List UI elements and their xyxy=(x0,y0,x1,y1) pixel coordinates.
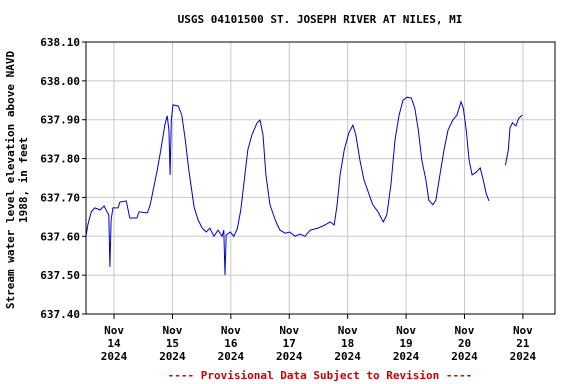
plot-frame xyxy=(85,41,556,315)
x-tick-label: Nov 14 2024 xyxy=(101,324,128,363)
y-tick-label: 637.60 xyxy=(40,230,80,243)
x-tick-label: Nov 19 2024 xyxy=(393,324,420,363)
y-tick-label: 637.40 xyxy=(40,308,80,321)
y-axis-label: 1988, in feet xyxy=(17,137,30,223)
x-tick-label: Nov 15 2024 xyxy=(159,324,186,363)
y-tick-label: 637.50 xyxy=(40,269,80,282)
x-tick-label: Nov 16 2024 xyxy=(218,324,245,363)
x-tick-label: Nov 18 2024 xyxy=(334,324,361,363)
y-tick-label: 637.70 xyxy=(40,191,80,204)
x-tick-label: Nov 21 2024 xyxy=(510,324,537,363)
x-tick-label: Nov 17 2024 xyxy=(276,324,303,363)
x-tick-label: Nov 20 2024 xyxy=(451,324,478,363)
y-tick-label: 637.90 xyxy=(40,114,80,127)
y-tick-label: 638.10 xyxy=(40,36,80,49)
revision-note: ---- Provisional Data Subject to Revisio… xyxy=(168,369,473,382)
y-axis-label: Stream water level elevation above NAVD xyxy=(4,50,17,309)
chart-title: USGS 04101500 ST. JOSEPH RIVER AT NILES,… xyxy=(178,13,463,26)
y-tick-label: 637.80 xyxy=(40,153,80,166)
data-line xyxy=(85,96,523,276)
y-tick-label: 638.00 xyxy=(40,75,80,88)
